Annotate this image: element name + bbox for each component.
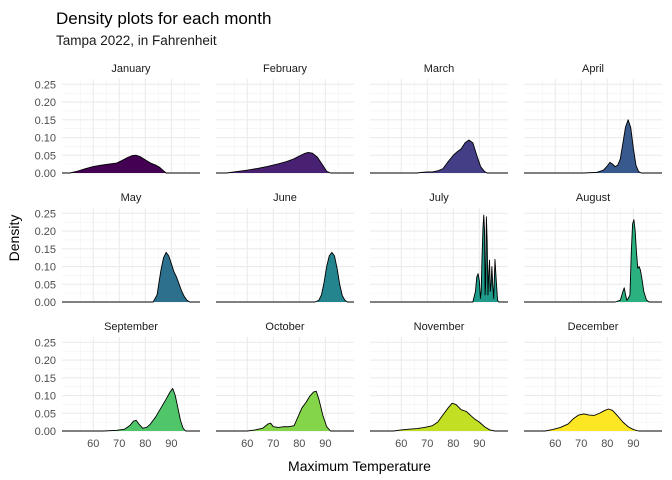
y-tick-label: 0.20 [35, 355, 56, 367]
x-tick-label: 80 [601, 438, 613, 450]
facet-label: May [121, 192, 142, 204]
y-tick-label: 0.15 [35, 115, 56, 127]
facet-label: December [568, 321, 619, 333]
density-area [524, 119, 662, 173]
y-tick-label: 0.20 [35, 226, 56, 238]
density-area [370, 140, 508, 173]
y-tick-label: 0.15 [35, 373, 56, 385]
x-tick-label: 90 [627, 438, 639, 450]
y-tick-label: 0.00 [35, 297, 56, 309]
facet-panel-march: March [370, 63, 508, 174]
x-tick-label: 60 [395, 438, 407, 450]
density-curve [62, 251, 200, 303]
y-tick-label: 0.00 [35, 168, 56, 180]
chart-title: Density plots for each month [56, 9, 271, 28]
density-area [524, 409, 662, 431]
facet-label: January [111, 63, 151, 75]
density-curve [370, 139, 508, 174]
x-tick-label: 80 [139, 438, 151, 450]
x-tick-label: 70 [267, 438, 279, 450]
facet-label: October [265, 321, 304, 333]
density-area [62, 252, 200, 302]
density-area [62, 155, 200, 173]
density-area [524, 219, 662, 302]
facet-panel-october: October 60 70 80 90 [216, 321, 354, 450]
facet-panel-january: January 0.00 0.05 0.10 0.15 0.20 0.25 [35, 63, 200, 180]
facet-panel-june: June [216, 192, 354, 303]
y-tick-label: 0.10 [35, 262, 56, 274]
y-tick-label: 0.25 [35, 337, 56, 349]
x-tick-label: 70 [421, 438, 433, 450]
chart-subtitle: Tampa 2022, in Fahrenheit [56, 33, 217, 48]
x-axis-label: Maximum Temperature [288, 458, 431, 474]
y-tick-label: 0.10 [35, 391, 56, 403]
density-curve [524, 119, 662, 174]
facet-label: April [582, 63, 604, 75]
y-tick-label: 0.05 [35, 279, 56, 291]
density-curve [216, 390, 354, 432]
x-tick-label: 90 [319, 438, 331, 450]
y-tick-label: 0.05 [35, 408, 56, 420]
facet-panel-august: August [524, 192, 662, 303]
density-area [216, 252, 354, 302]
x-tick-label: 80 [447, 438, 459, 450]
facet-panel-april: April [524, 63, 662, 174]
density-area [216, 391, 354, 431]
y-tick-label: 0.10 [35, 133, 56, 145]
density-area [216, 152, 354, 173]
facet-label: November [414, 321, 465, 333]
facet-panel-november: November 60 70 80 90 [370, 321, 508, 450]
facet-label: August [576, 192, 610, 204]
density-curve [524, 408, 662, 432]
density-area [62, 388, 200, 431]
facet-panel-december: December 60 70 80 90 [524, 321, 662, 450]
density-curve [216, 251, 354, 303]
facet-panel-february: February [216, 63, 354, 174]
x-tick-label: 70 [113, 438, 125, 450]
y-axis-label: Density [6, 215, 22, 262]
x-tick-label: 70 [575, 438, 587, 450]
facet-panel-may: May 0.00 0.05 0.10 0.15 0.20 0.25 [35, 192, 200, 309]
y-tick-label: 0.05 [35, 150, 56, 162]
density-curve [62, 387, 200, 432]
facet-panel-september: September 0.00 0.05 0.10 0.15 0.20 0.25 60 70 80 9… [35, 321, 200, 450]
y-tick-label: 0.00 [35, 426, 56, 438]
density-curve [370, 214, 508, 303]
x-tick-label: 80 [293, 438, 305, 450]
y-tick-label: 0.15 [35, 244, 56, 256]
density-curve [62, 154, 200, 174]
x-tick-label: 90 [473, 438, 485, 450]
facet-label: March [424, 63, 455, 75]
y-tick-label: 0.25 [35, 79, 56, 91]
facet-label: February [263, 63, 308, 75]
x-tick-label: 60 [549, 438, 561, 450]
y-tick-label: 0.25 [35, 208, 56, 220]
density-curve [370, 402, 508, 432]
facet-label: June [273, 192, 297, 204]
facet-label: July [429, 192, 449, 204]
density-curve [524, 219, 662, 303]
facet-panel-july: July [370, 192, 508, 303]
facet-label: September [104, 321, 158, 333]
x-tick-label: 60 [241, 438, 253, 450]
facet-panels: January 0.00 0.05 0.10 0.15 0.20 0.25 February M… [35, 63, 662, 450]
density-area [370, 403, 508, 431]
density-curve [216, 151, 354, 174]
x-tick-label: 90 [165, 438, 177, 450]
x-tick-label: 60 [87, 438, 99, 450]
y-tick-label: 0.20 [35, 97, 56, 109]
